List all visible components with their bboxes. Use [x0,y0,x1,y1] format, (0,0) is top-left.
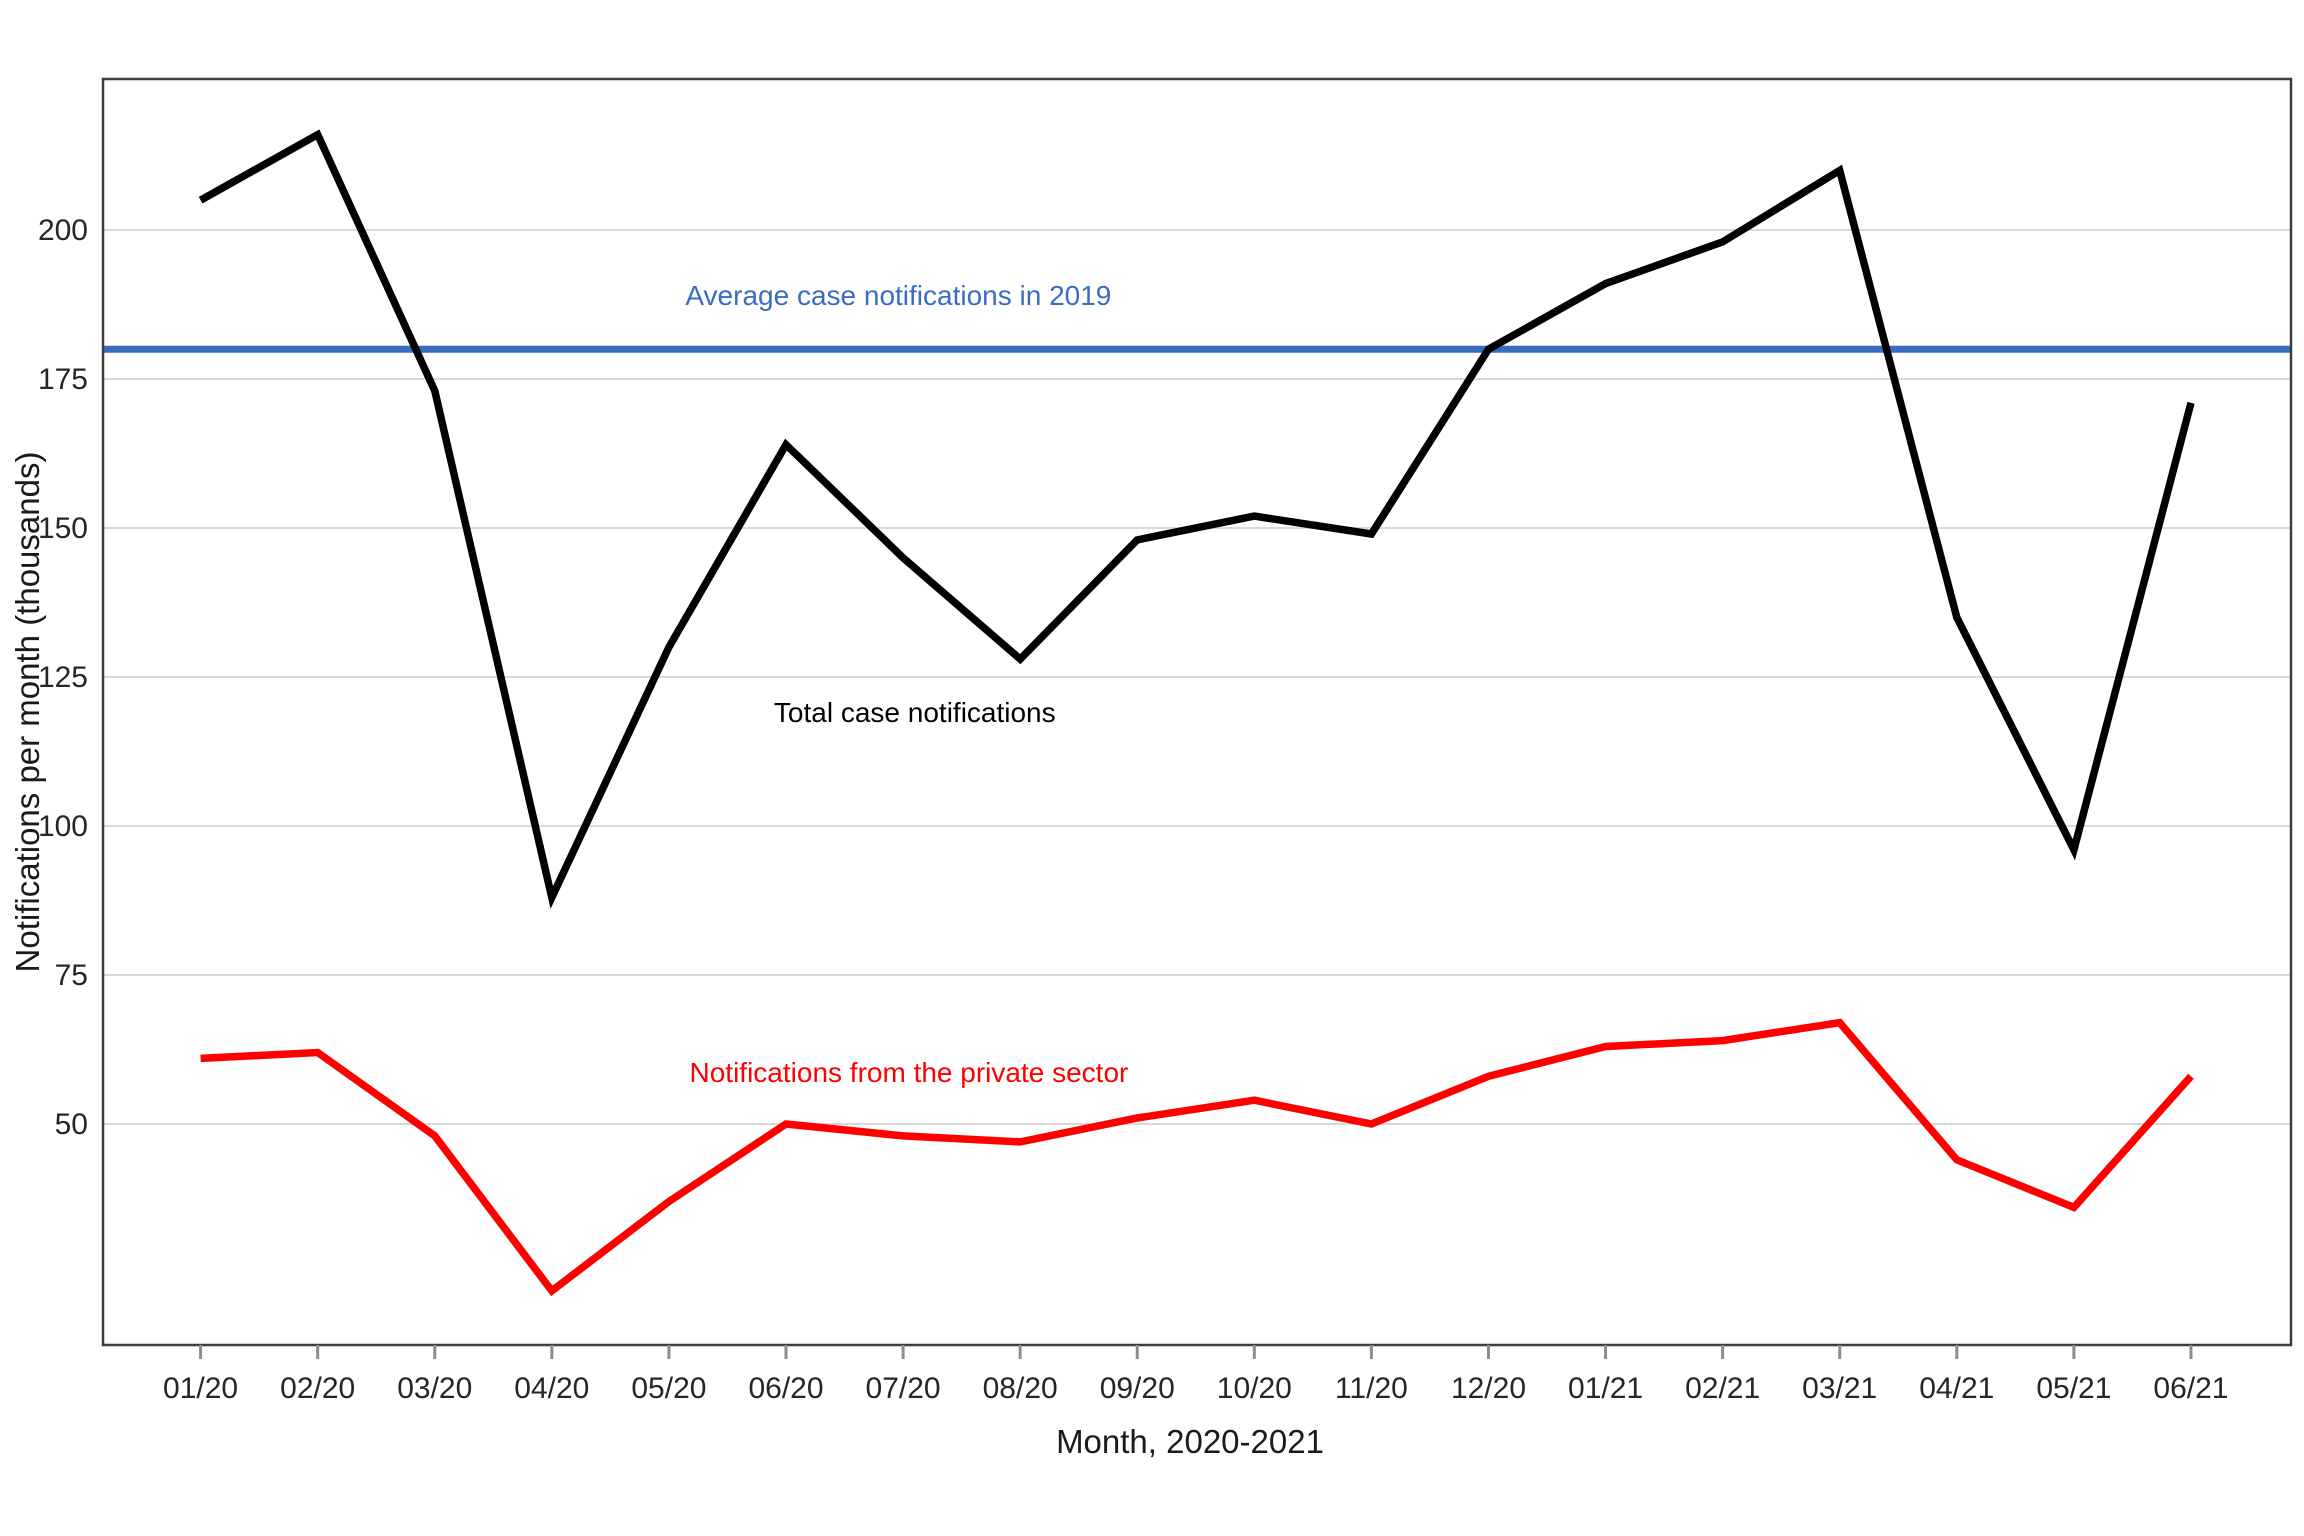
private-series-line [200,1018,2194,1297]
x-tick-label: 06/20 [748,1372,823,1405]
y-tick-label: 150 [38,512,88,545]
x-tick-label: 06/21 [2153,1372,2228,1405]
x-tick-label: 01/20 [163,1372,238,1405]
x-tick-label: 01/21 [1568,1372,1643,1405]
total-series-label: Total case notifications [773,696,1056,728]
x-tick-label: 05/20 [631,1372,706,1405]
x-tick-label: 04/20 [514,1372,589,1405]
y-tick-label: 50 [55,1108,88,1141]
x-axis-title: Month, 2020-2021 [1056,1423,1324,1460]
y-tick-label: 75 [55,959,88,992]
x-tick-label: 02/21 [1685,1372,1760,1405]
x-tick-label: 12/20 [1451,1372,1526,1405]
y-tick-label: 125 [38,661,88,694]
x-tick-label: 03/20 [397,1372,472,1405]
y-tick-label: 200 [38,214,88,247]
x-tick-label: 07/20 [866,1372,941,1405]
x-tick-label: 11/20 [1335,1372,1408,1405]
x-tick-label: 03/21 [1802,1372,1877,1405]
x-tick-label: 02/20 [280,1372,355,1405]
x-tick-label: 10/20 [1217,1372,1292,1405]
y-tick-label: 175 [38,363,88,396]
x-tick-label: 09/20 [1100,1372,1175,1405]
reference-line-label: Average case notifications in 2019 [685,279,1112,311]
private-series-label: Notifications from the private sector [689,1057,1129,1089]
x-tick-label: 04/21 [1919,1372,1994,1405]
y-axis-title: Notifications per month (thousands) [9,451,46,973]
x-tick-label: 08/20 [983,1372,1058,1405]
total-series-line [198,129,2195,909]
plot-border [101,77,2293,1347]
x-tick-label: 05/21 [2036,1372,2111,1405]
y-tick-label: 100 [38,810,88,843]
